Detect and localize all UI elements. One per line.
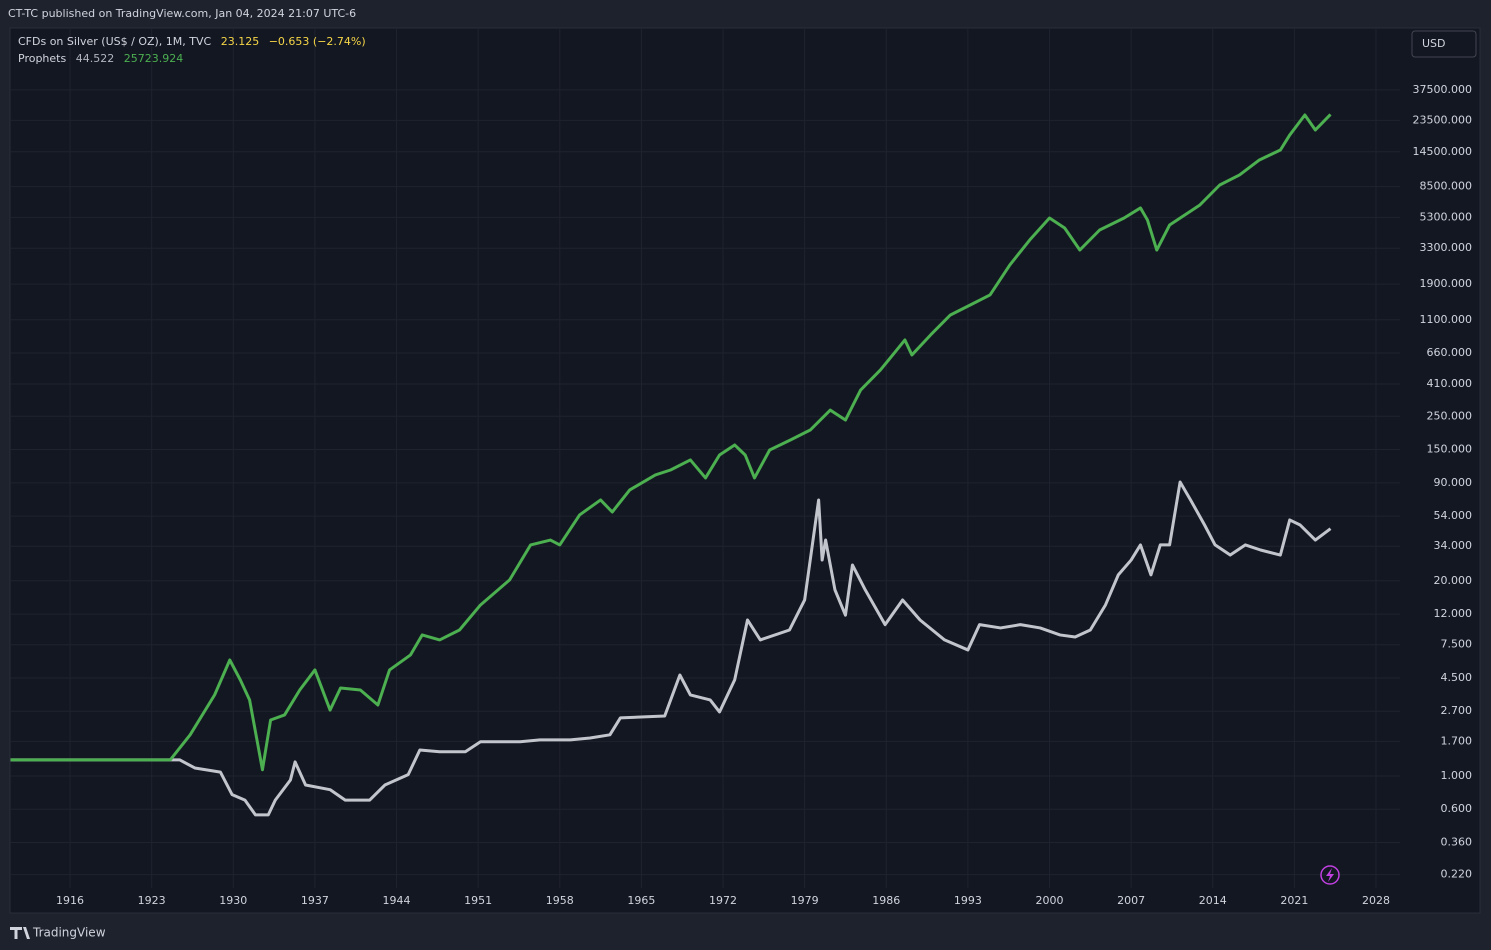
y-tick-label: 5300.000	[1420, 210, 1473, 223]
y-tick-label: 1900.000	[1420, 277, 1473, 290]
y-tick-label: 4.500	[1441, 671, 1473, 684]
x-tick-label: 1916	[56, 894, 84, 907]
y-tick-label: 7.500	[1441, 638, 1473, 651]
y-tick-label: 20.000	[1434, 574, 1473, 587]
y-tick-label: 0.220	[1441, 868, 1473, 881]
y-tick-label: 90.000	[1434, 476, 1473, 489]
y-tick-label: 37500.000	[1413, 83, 1473, 96]
plot	[10, 113, 1332, 817]
x-tick-label: 1979	[791, 894, 819, 907]
x-tick-label: 2028	[1362, 894, 1390, 907]
y-tick-label: 660.000	[1427, 346, 1473, 359]
x-tick-label: 1951	[464, 894, 492, 907]
x-tick-label: 1944	[383, 894, 411, 907]
alert-icon[interactable]	[1320, 865, 1340, 885]
y-tick-label: 8500.000	[1420, 180, 1473, 193]
alert-bolt	[1326, 868, 1334, 882]
y-tick-label: 3300.000	[1420, 241, 1473, 254]
currency-button[interactable]	[1411, 30, 1477, 58]
legend-value: 23.125	[221, 35, 260, 48]
footer-brand: TradingView	[32, 926, 106, 940]
y-tick-label: 2.700	[1441, 704, 1473, 717]
x-tick-label: 2014	[1199, 894, 1227, 907]
y-tick-label: 14500.000	[1413, 145, 1473, 158]
legend-value: 44.522	[76, 52, 115, 65]
x-tick-label: 2007	[1117, 894, 1145, 907]
legend-name: CFDs on Silver (US$ / OZ), 1M, TVC	[18, 35, 212, 48]
series-line	[10, 480, 1332, 817]
legend-name: Prophets	[18, 52, 66, 65]
y-tick-label: 0.600	[1441, 802, 1473, 815]
currency: USD	[1422, 37, 1446, 50]
x-tick-label: 1930	[219, 894, 247, 907]
x-tick-label: 2000	[1035, 894, 1063, 907]
x-tick-label: 1958	[546, 894, 574, 907]
x-tick-label: 1972	[709, 894, 737, 907]
x-tick-label: 1965	[627, 894, 655, 907]
legend: Prophets 44.522 25723.924	[18, 52, 183, 65]
grid	[10, 28, 1400, 888]
y-tick-label: 12.000	[1434, 607, 1473, 620]
chart-panel	[9, 27, 1481, 914]
y-tick-label: 150.000	[1427, 443, 1473, 456]
y-tick-label: 54.000	[1434, 509, 1473, 522]
legend-value: 25723.924	[124, 52, 184, 65]
x-tick-label: 1986	[872, 894, 900, 907]
y-tick-label: 1.700	[1441, 734, 1473, 747]
published-note: CT-TC published on TradingView.com, Jan …	[8, 7, 356, 20]
y-tick-label: 1100.000	[1420, 313, 1473, 326]
y-tick-label: 34.000	[1434, 539, 1473, 552]
legend-value: −0.653 (−2.74%)	[269, 35, 366, 48]
x-tick-label: 1993	[954, 894, 982, 907]
logo-icon	[10, 927, 30, 939]
y-tick-label: 250.000	[1427, 409, 1473, 422]
y-tick-label: 1.000	[1441, 769, 1473, 782]
x-tick-label: 2021	[1280, 894, 1308, 907]
y-tick-label: 23500.000	[1413, 113, 1473, 126]
y-tick-label: 410.000	[1427, 377, 1473, 390]
series-line	[10, 113, 1332, 772]
x-tick-label: 1937	[301, 894, 329, 907]
x-tick-label: 1923	[138, 894, 166, 907]
legend: CFDs on Silver (US$ / OZ), 1M, TVC 23.12…	[18, 35, 366, 48]
axes: 0.220 0.360 0.600 1.000 1.700 2.700 4.500 7.500…	[56, 83, 1472, 907]
y-tick-label: 0.360	[1441, 835, 1473, 848]
